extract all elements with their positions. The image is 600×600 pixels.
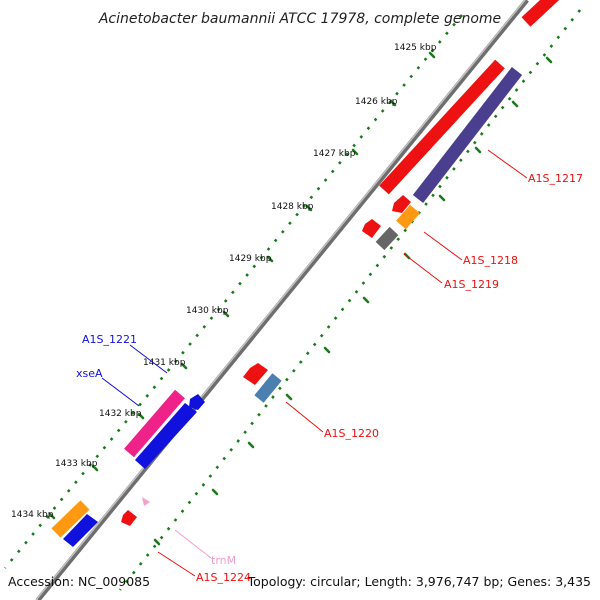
kbp-tick-marks <box>48 51 436 520</box>
leader-a1s-1219 <box>403 253 443 284</box>
label-leaders <box>101 149 528 577</box>
gene-xsea-arrow[interactable] <box>189 394 205 410</box>
tick-label-1427: 1427 kbp <box>313 149 356 159</box>
tick-label-1432: 1432 kbp <box>99 409 142 419</box>
gene-a1s-1217-red[interactable] <box>379 59 505 195</box>
gene-xsea-blue[interactable] <box>135 403 197 469</box>
outer-tick-track <box>3 14 464 569</box>
gene-features <box>51 0 560 547</box>
leader-a1s-1224 <box>157 551 196 577</box>
gene-red-1220[interactable] <box>243 363 268 385</box>
accession-text: Accession: NC_009085 <box>8 574 150 589</box>
leader-a1s-1217 <box>487 149 528 179</box>
leader-a1s-1221 <box>129 344 168 374</box>
tick-label-1426: 1426 kbp <box>355 97 398 107</box>
leader-a1s-1220 <box>285 401 324 433</box>
gene-top-red[interactable] <box>521 0 560 27</box>
tick-label-1433: 1433 kbp <box>55 459 98 469</box>
gene-orange-lower[interactable] <box>51 500 90 538</box>
gene-a1s-1220-steel[interactable] <box>254 373 282 403</box>
tick-label-1431: 1431 kbp <box>143 358 186 368</box>
gene-blue-lower[interactable] <box>63 514 98 547</box>
gene-a1s-1224-red[interactable] <box>121 510 137 526</box>
leader-trnm <box>174 529 212 559</box>
gene-a1s-1217-purple[interactable] <box>412 67 523 203</box>
label-xsea[interactable]: xseA <box>76 367 103 380</box>
genome-summary-text: Topology: circular; Length: 3,976,747 bp… <box>247 574 591 589</box>
gene-small-red-1[interactable] <box>392 195 411 213</box>
tick-label-1430: 1430 kbp <box>186 306 229 316</box>
tick-label-1434: 1434 kbp <box>11 510 54 520</box>
kbp-tick-labels: 1425 kbp 1426 kbp 1427 kbp 1428 kbp 1429… <box>11 43 437 520</box>
gene-a1s-1219-gray[interactable] <box>375 226 399 251</box>
label-a1s-1221[interactable]: A1S_1221 <box>82 333 137 346</box>
label-a1s-1217[interactable]: A1S_1217 <box>528 172 583 185</box>
gene-a1s-1221-magenta[interactable] <box>124 389 185 458</box>
label-a1s-1219[interactable]: A1S_1219 <box>444 278 499 291</box>
tick-label-1425: 1425 kbp <box>394 43 437 53</box>
trna-trnm-pink[interactable] <box>142 497 150 506</box>
label-a1s-1218[interactable]: A1S_1218 <box>463 254 518 267</box>
tick-label-1428: 1428 kbp <box>271 202 314 212</box>
gene-labels: A1S_1217 A1S_1218 A1S_1219 A1S_1220 A1S_… <box>76 172 583 584</box>
map-title: Acinetobacter baumannii ATCC 17978, comp… <box>98 11 501 27</box>
inner-tick-marks <box>153 56 553 546</box>
label-trnm[interactable]: trnM <box>211 554 236 567</box>
genome-backbone <box>36 0 529 600</box>
leader-xsea <box>101 377 140 407</box>
label-a1s-1224[interactable]: A1S_1224 <box>196 571 251 584</box>
inner-tick-track <box>118 9 582 591</box>
genome-backbone-highlight <box>35 0 526 600</box>
leader-a1s-1218 <box>423 231 463 261</box>
label-a1s-1220[interactable]: A1S_1220 <box>324 427 379 440</box>
tick-label-1429: 1429 kbp <box>229 254 272 264</box>
gene-small-red-2[interactable] <box>362 219 381 238</box>
gene-a1s-1218-orange[interactable] <box>396 204 420 230</box>
